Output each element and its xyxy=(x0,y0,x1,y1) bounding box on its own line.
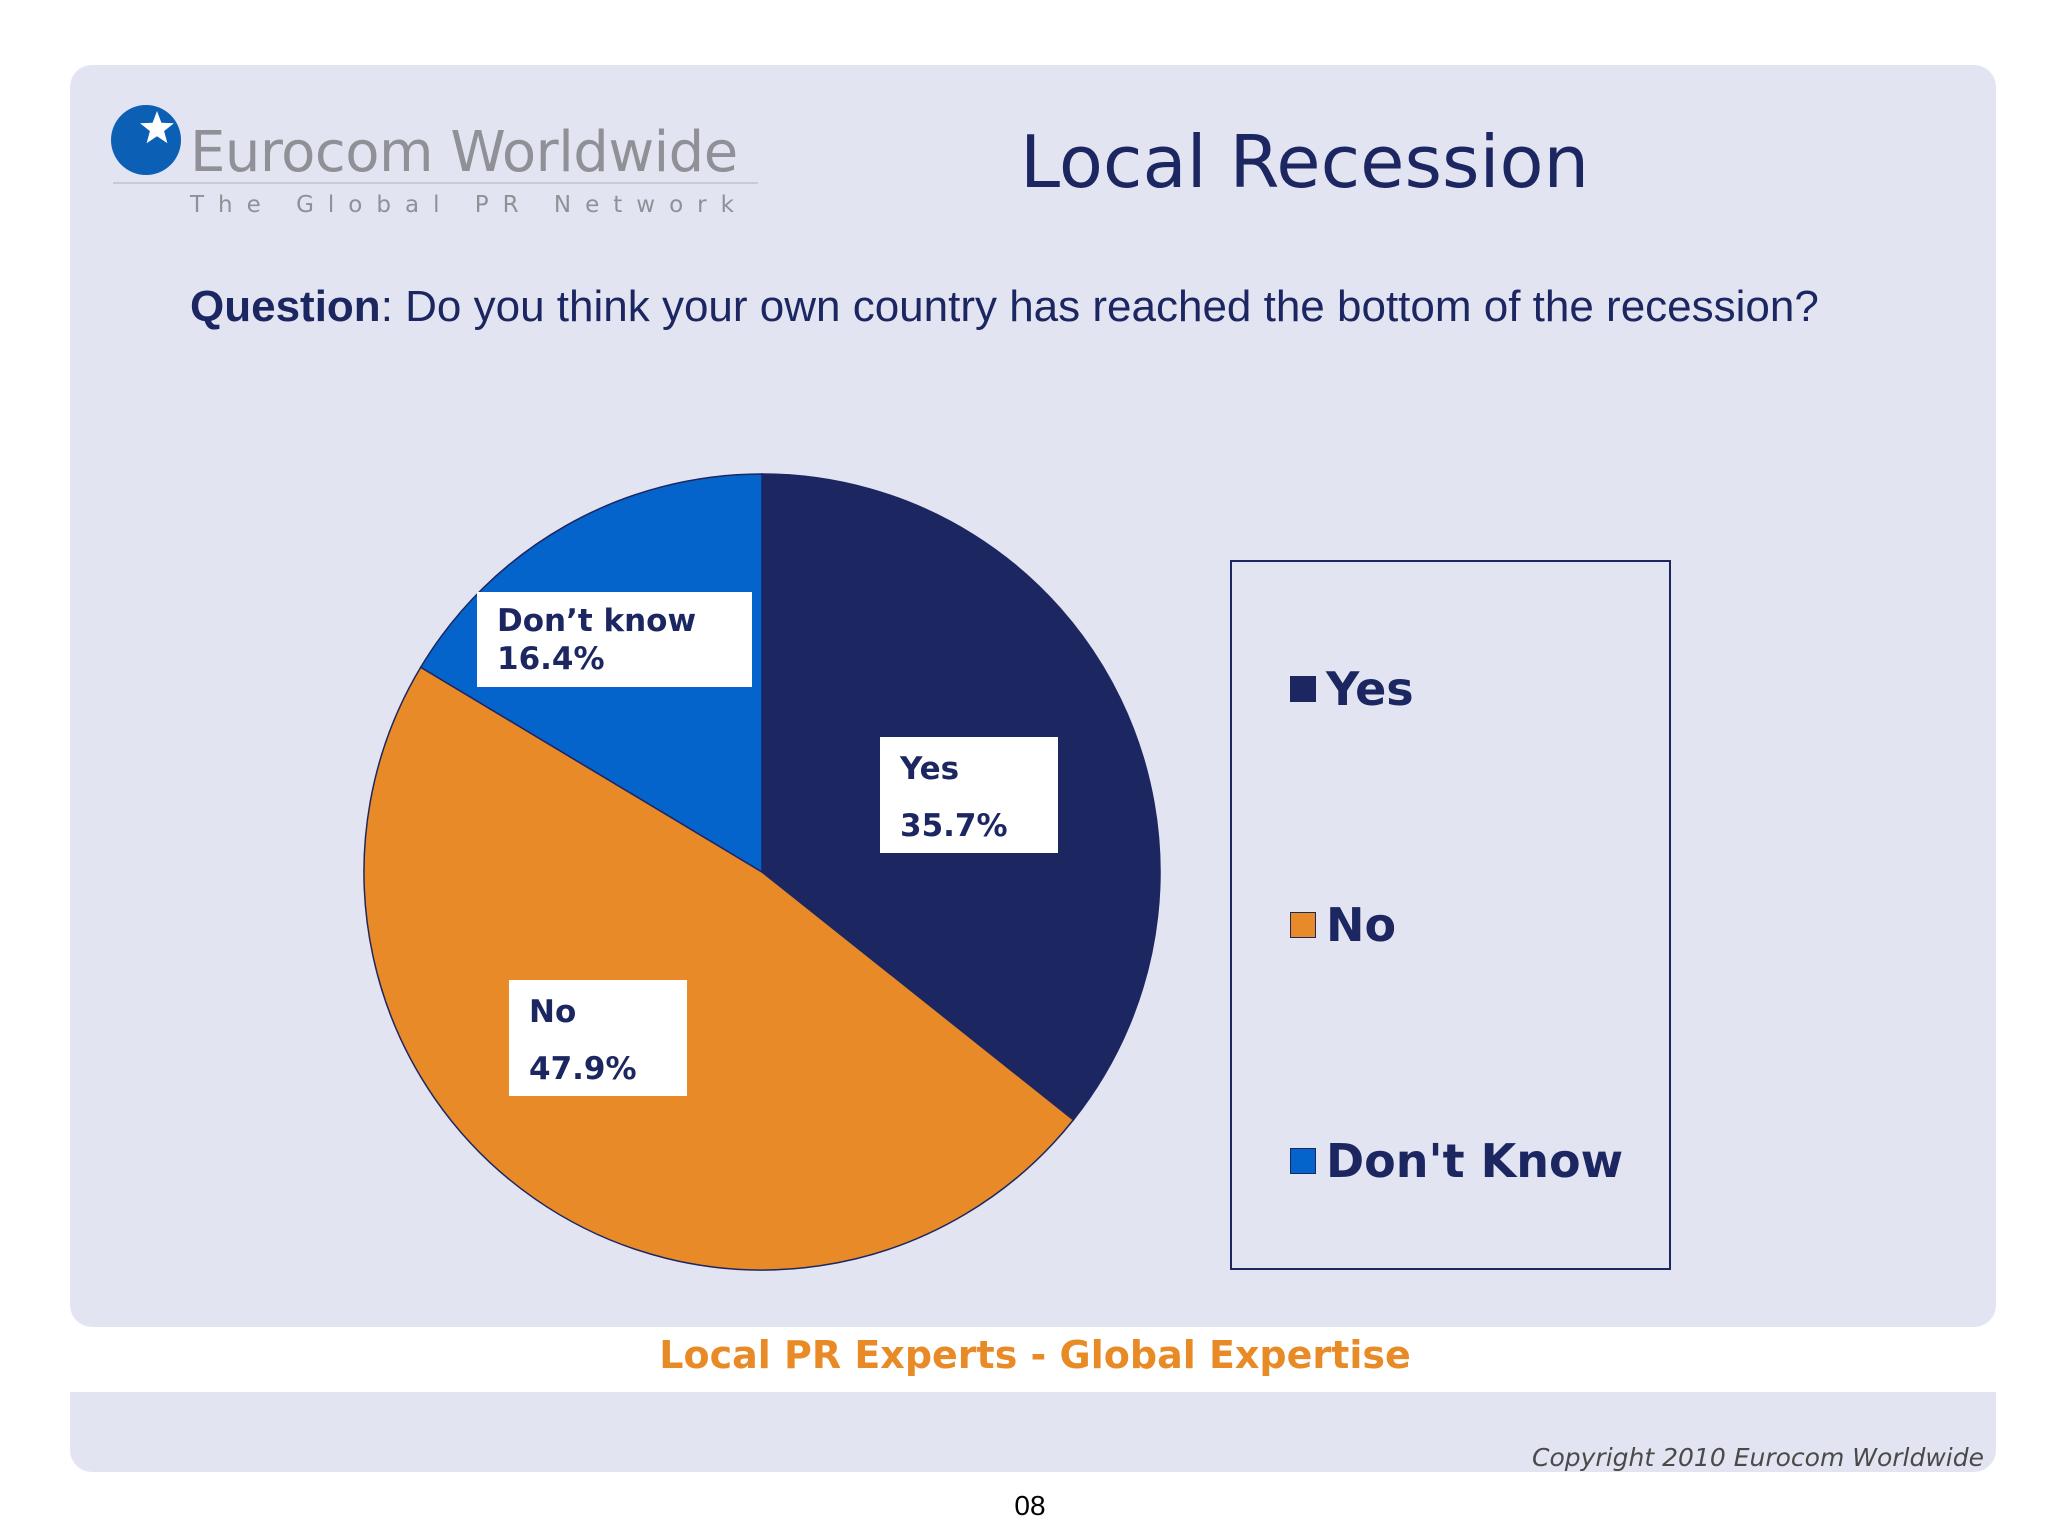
legend-item-no: No xyxy=(1290,898,1396,952)
data-label-category-yes: Yes xyxy=(899,751,959,787)
question-label: Question xyxy=(190,282,381,331)
legend-label-yes: Yes xyxy=(1326,662,1414,716)
page-number: 08 xyxy=(1014,1490,1046,1521)
chart-legend: Yes No Don't Know xyxy=(1230,560,1671,1270)
footer-tagline: Local PR Experts - Global Expertise xyxy=(659,1333,1411,1377)
legend-label-dont-know: Don't Know xyxy=(1326,1134,1624,1188)
legend-swatch-dont-know xyxy=(1290,1148,1316,1174)
logo-divider xyxy=(113,182,758,184)
star-icon xyxy=(140,111,174,144)
bottom-strip xyxy=(70,1392,1996,1472)
data-label-value-yes: 35.7% xyxy=(900,808,1008,844)
logo-globe-icon xyxy=(111,105,181,175)
question-text: : Do you think your own country has reac… xyxy=(380,282,1819,331)
legend-item-dont-know: Don't Know xyxy=(1290,1134,1623,1188)
legend-item-yes: Yes xyxy=(1290,662,1414,716)
data-label-category-don-t-know: Don’t know xyxy=(497,603,696,639)
slide-title: Local Recession xyxy=(1020,120,1590,204)
tagline-band xyxy=(70,1328,1996,1392)
data-label-category-no: No xyxy=(529,994,576,1030)
legend-label-no: No xyxy=(1326,898,1397,952)
data-label-box-yes xyxy=(880,737,1058,853)
data-label-box-don-t-know xyxy=(477,592,752,687)
legend-swatch-yes xyxy=(1290,676,1316,702)
logo-tagline: The Global PR Network xyxy=(190,192,748,218)
data-label-value-don-t-know: 16.4% xyxy=(497,641,605,677)
question-line: Question: Do you think your own country … xyxy=(190,282,1819,332)
legend-swatch-no xyxy=(1290,912,1316,938)
logo-name: Eurocom Worldwide xyxy=(190,120,738,185)
data-label-box-no xyxy=(509,980,687,1096)
copyright-notice: Copyright 2010 Eurocom Worldwide xyxy=(1532,1443,1984,1472)
data-label-value-no: 47.9% xyxy=(529,1051,637,1087)
pie-slice-no xyxy=(363,666,1075,1271)
